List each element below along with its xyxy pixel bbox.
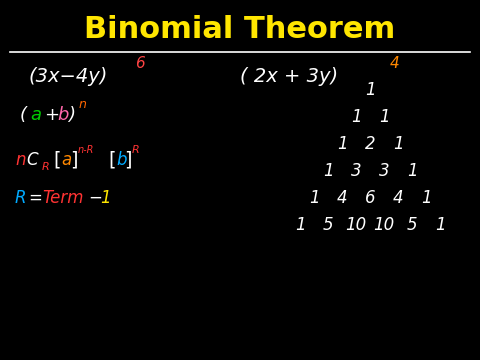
Text: 1: 1 xyxy=(407,162,417,180)
Text: 1: 1 xyxy=(309,189,319,207)
Text: =: = xyxy=(28,189,42,207)
Text: R: R xyxy=(42,162,50,172)
Text: 1: 1 xyxy=(365,81,375,99)
Text: 1: 1 xyxy=(336,135,348,153)
Text: [: [ xyxy=(108,150,116,170)
Text: 1: 1 xyxy=(100,189,110,207)
Text: 1: 1 xyxy=(323,162,333,180)
Text: R: R xyxy=(15,189,26,207)
Text: −: − xyxy=(88,189,102,207)
Text: 3: 3 xyxy=(351,162,361,180)
Text: a: a xyxy=(61,151,71,169)
Text: 1: 1 xyxy=(295,216,305,234)
Text: 6: 6 xyxy=(135,57,145,72)
Text: 1: 1 xyxy=(351,108,361,126)
Text: 4: 4 xyxy=(390,57,400,72)
Text: 1: 1 xyxy=(435,216,445,234)
Text: (: ( xyxy=(20,106,27,124)
Text: Binomial Theorem: Binomial Theorem xyxy=(84,15,396,45)
Text: C: C xyxy=(26,151,37,169)
Text: ]: ] xyxy=(70,150,77,170)
Text: 1: 1 xyxy=(379,108,389,126)
Text: 1: 1 xyxy=(420,189,432,207)
Text: ): ) xyxy=(68,106,75,124)
Text: a: a xyxy=(30,106,41,124)
Text: 5: 5 xyxy=(323,216,333,234)
Text: ( 2x + 3y): ( 2x + 3y) xyxy=(240,67,338,85)
Text: (3x−4y): (3x−4y) xyxy=(28,67,108,85)
Text: b: b xyxy=(116,151,127,169)
Text: b: b xyxy=(57,106,68,124)
Text: 5: 5 xyxy=(407,216,417,234)
Text: 4: 4 xyxy=(336,189,348,207)
Text: R: R xyxy=(132,145,140,155)
Text: 10: 10 xyxy=(373,216,395,234)
Text: n: n xyxy=(15,151,25,169)
Text: 6: 6 xyxy=(365,189,375,207)
Text: 10: 10 xyxy=(346,216,367,234)
Text: 1: 1 xyxy=(393,135,403,153)
Text: 2: 2 xyxy=(365,135,375,153)
Text: [: [ xyxy=(53,150,60,170)
Text: n: n xyxy=(79,99,87,112)
Text: ]: ] xyxy=(124,150,132,170)
Text: +: + xyxy=(44,106,59,124)
Text: n-R: n-R xyxy=(78,145,95,155)
Text: Term: Term xyxy=(42,189,84,207)
Text: 4: 4 xyxy=(393,189,403,207)
Text: 3: 3 xyxy=(379,162,389,180)
